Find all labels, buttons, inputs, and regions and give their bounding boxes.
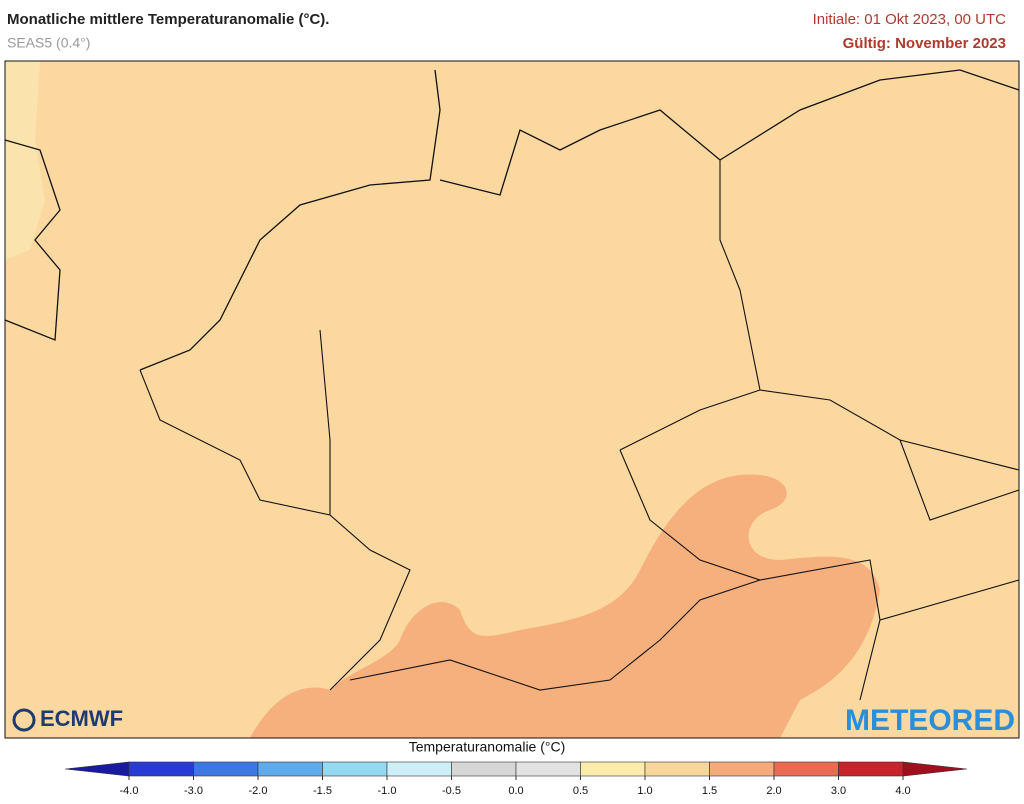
colorbar-tick-label: -1.0 bbox=[378, 785, 397, 797]
colorbar-over bbox=[902, 761, 968, 777]
colorbar-segment bbox=[644, 761, 710, 777]
colorbar-segment bbox=[580, 761, 646, 777]
map: ECMWF METEORED bbox=[4, 60, 1020, 739]
colorbar-tick-label: 1.5 bbox=[702, 785, 717, 797]
meteored-logo: METEORED bbox=[845, 704, 1015, 737]
title: Monatliche mittlere Temperaturanomalie (… bbox=[7, 11, 329, 28]
colorbar-tick-label: -4.0 bbox=[120, 785, 139, 797]
colorbar-under bbox=[64, 761, 130, 777]
colorbar-segment bbox=[322, 761, 388, 777]
colorbar-tick-label: 0.5 bbox=[573, 785, 588, 797]
colorbar-tick-label: 1.0 bbox=[637, 785, 652, 797]
subtitle: SEAS5 (0.4°) bbox=[7, 35, 90, 51]
colorbar-tick-label: -3.0 bbox=[184, 785, 203, 797]
colorbar-tick-label: -1.5 bbox=[313, 785, 332, 797]
colorbar-tick-label: 0.0 bbox=[508, 785, 523, 797]
colorbar-tick-label: -2.0 bbox=[249, 785, 268, 797]
strong-anomaly-area bbox=[250, 474, 880, 738]
colorbar-segment bbox=[193, 761, 259, 777]
colorbar-tick-label: 2.0 bbox=[766, 785, 781, 797]
ecmwf-logo: ECMWF bbox=[40, 706, 123, 731]
colorbar-tick-label: 4.0 bbox=[895, 785, 910, 797]
valid-time: Gültig: November 2023 bbox=[843, 35, 1006, 52]
weak-anomaly-area bbox=[5, 61, 45, 260]
ecmwf-logo-icon bbox=[12, 708, 36, 732]
colorbar: -4.0 -3.0 -2.0 -1.5 -1.0 -0.5 0.0 0.5 1.0 1.5 2.0 3… bbox=[64, 761, 968, 797]
initial-time: Initiale: 01 Okt 2023, 00 UTC bbox=[813, 11, 1007, 28]
border bbox=[139, 160, 1020, 701]
colorbar-segment bbox=[838, 761, 904, 777]
colorbar-segment bbox=[128, 761, 194, 777]
colorbar-tick-label: -0.5 bbox=[442, 785, 461, 797]
colorbar-segment bbox=[773, 761, 839, 777]
colorbar-segment bbox=[257, 761, 323, 777]
colorbar-segment bbox=[386, 761, 452, 777]
colorbar-segment bbox=[709, 761, 775, 777]
coastline bbox=[4, 139, 61, 341]
coastline bbox=[139, 69, 1020, 371]
colorbar-title: Temperaturanomalie (°C) bbox=[409, 739, 566, 755]
colorbar-segment bbox=[451, 761, 517, 777]
colorbar-segment bbox=[515, 761, 581, 777]
map-frame bbox=[4, 60, 1020, 739]
colorbar-tick-label: 3.0 bbox=[831, 785, 846, 797]
